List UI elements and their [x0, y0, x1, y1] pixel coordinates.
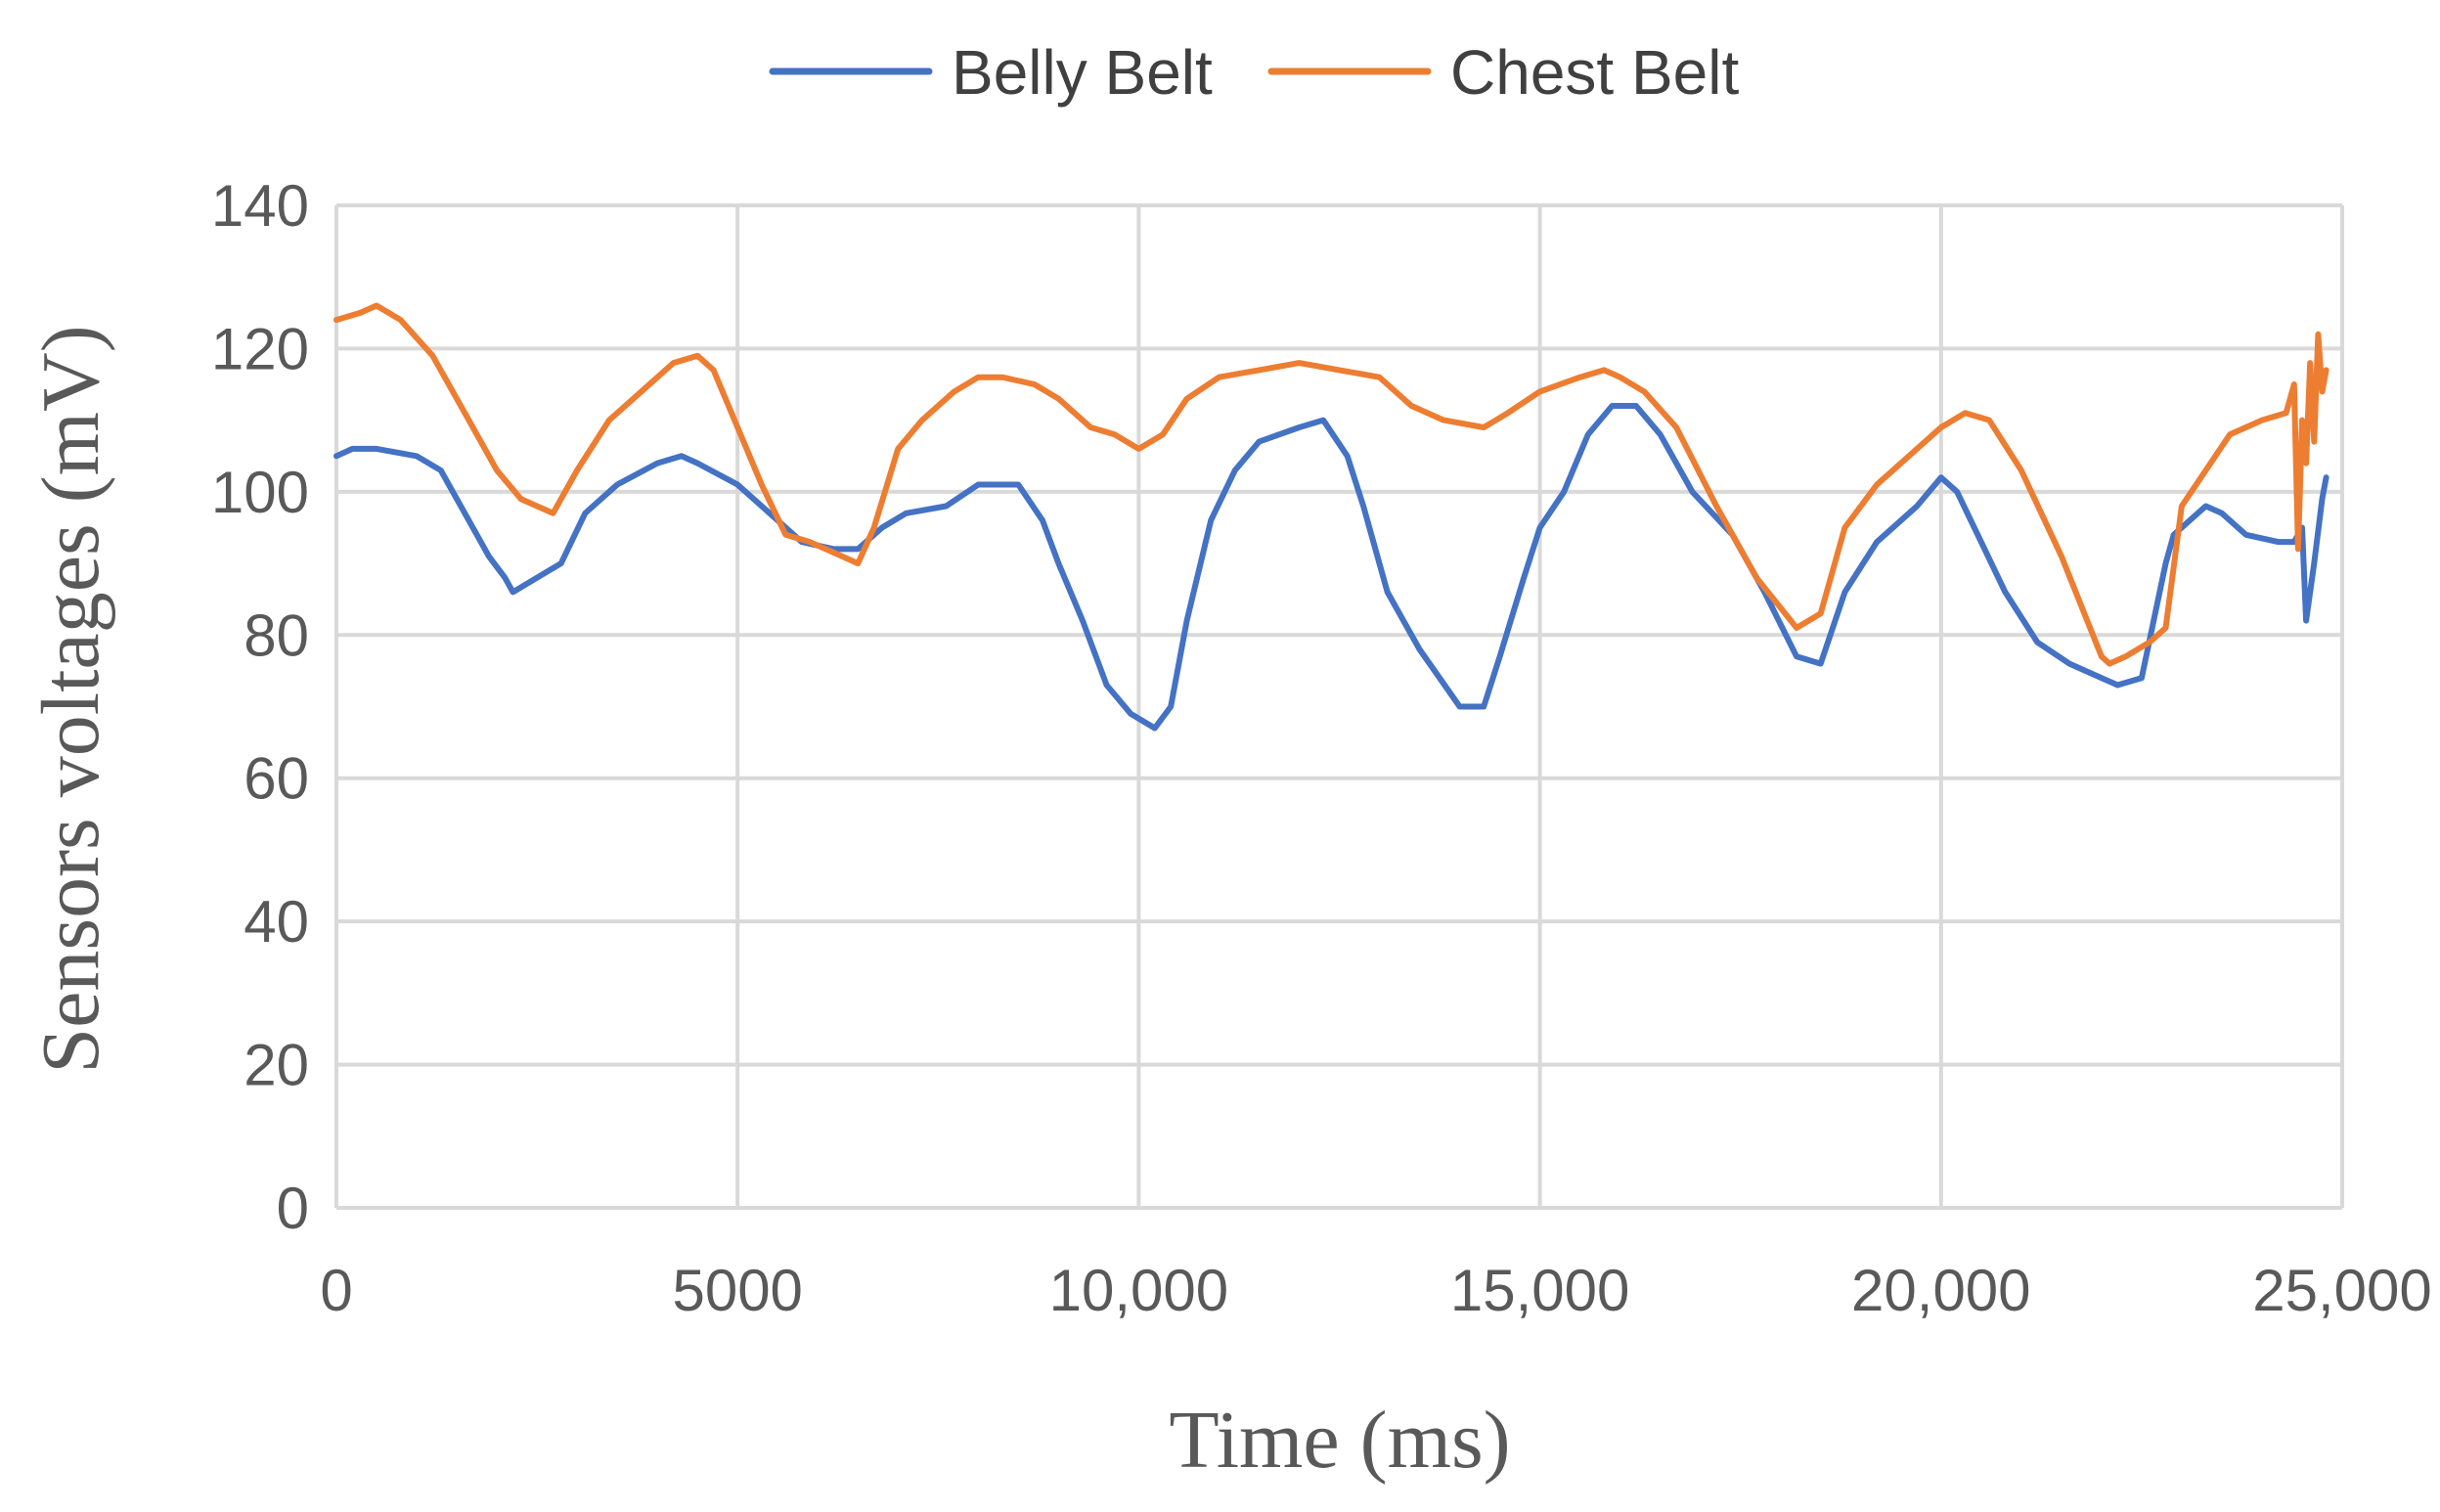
y-axis-title: Sensors voltages (mV) — [25, 325, 116, 1073]
y-tick-label-80: 80 — [244, 602, 309, 668]
x-tick-label-20,000: 20,000 — [1851, 1258, 2031, 1323]
y-tick-label-40: 40 — [244, 889, 309, 955]
legend-label-belly-belt: Belly Belt — [952, 37, 1213, 108]
legend-label-chest-belt: Chest Belt — [1450, 37, 1739, 108]
y-tick-label-100: 100 — [211, 460, 309, 525]
y-tick-label-20: 20 — [244, 1033, 309, 1098]
x-axis-title: Time (ms) — [1169, 1395, 1510, 1486]
x-tick-label-10,000: 10,000 — [1049, 1258, 1229, 1323]
series-line-belly-belt — [333, 403, 2329, 732]
x-tick-label-0: 0 — [320, 1258, 352, 1323]
gridlines — [334, 203, 2344, 1210]
series-line-chest-belt — [333, 302, 2329, 667]
y-tick-label-120: 120 — [211, 316, 309, 381]
y-tick-label-60: 60 — [244, 746, 309, 812]
x-tick-label-15,000: 15,000 — [1450, 1258, 1630, 1323]
y-axis-ticks: 0 20 40 60 80 100 120 140 — [211, 173, 309, 1241]
x-tick-label-5000: 5000 — [672, 1258, 802, 1323]
x-axis-ticks: 0 5000 10,000 15,000 20,000 25,000 — [320, 1258, 2431, 1323]
y-tick-label-0: 0 — [277, 1176, 309, 1241]
legend: Belly Belt Chest Belt — [769, 37, 1739, 108]
y-tick-label-140: 140 — [211, 173, 309, 239]
series-lines — [333, 302, 2329, 732]
x-tick-label-25,000: 25,000 — [2252, 1258, 2432, 1323]
